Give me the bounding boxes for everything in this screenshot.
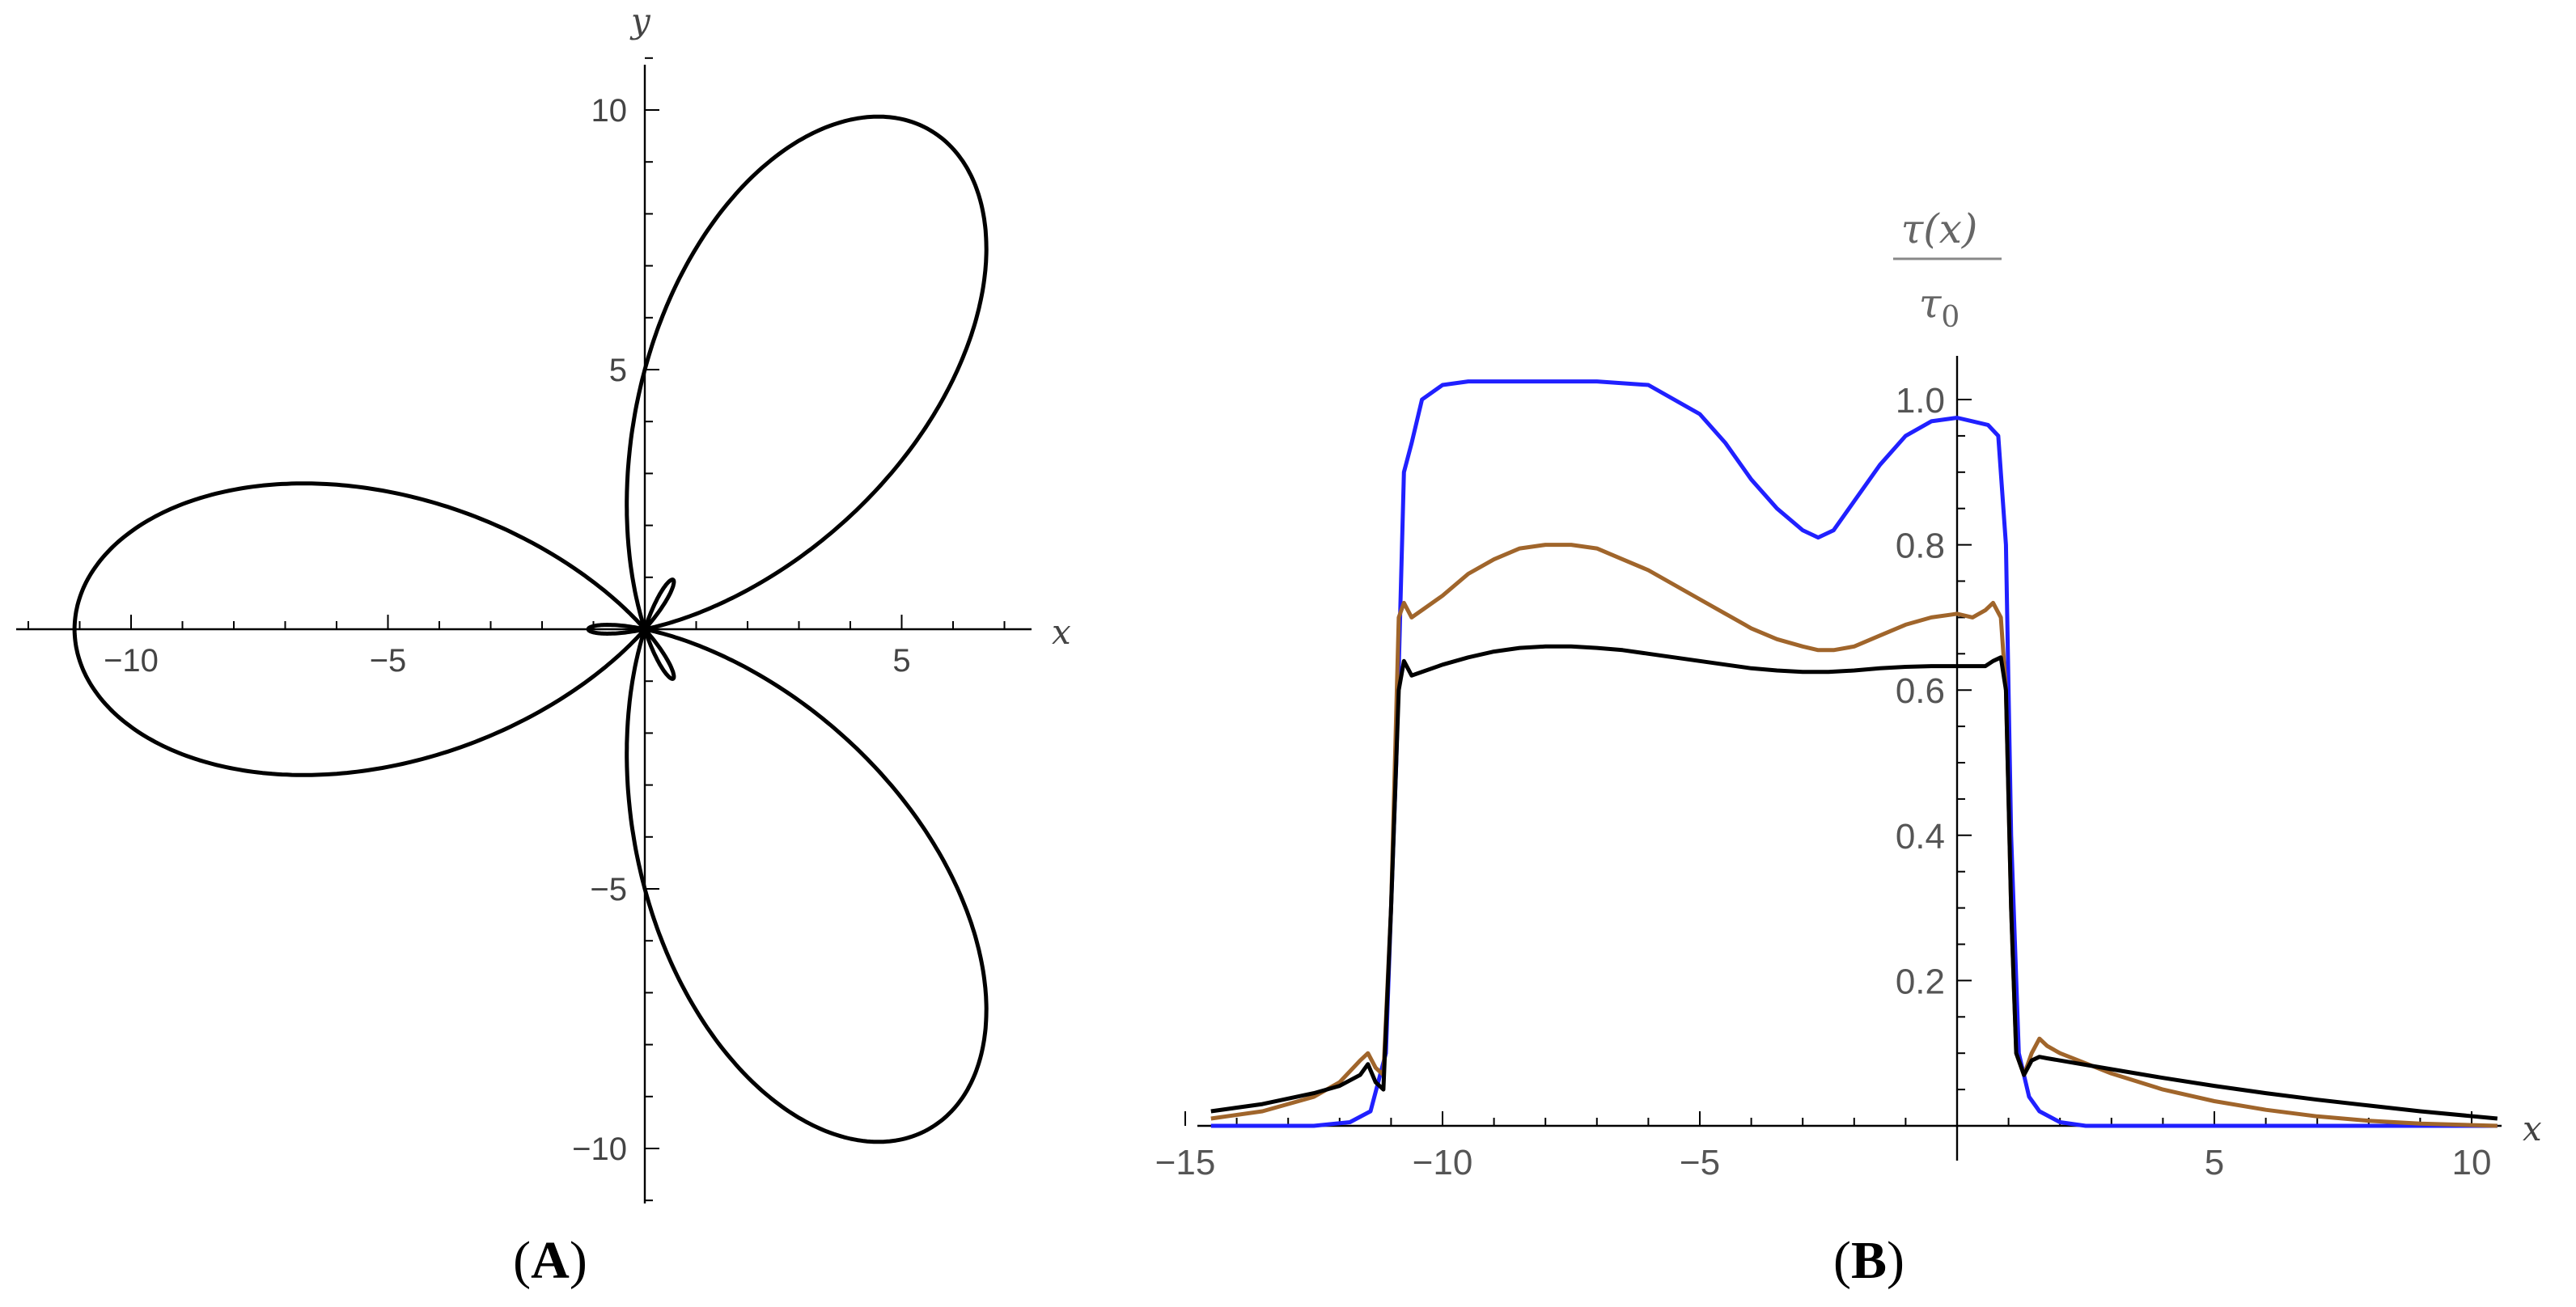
panel-b-y-tick-label: 0.8 xyxy=(1896,527,1945,566)
panel-a-x-tick-label: −10 xyxy=(104,643,159,679)
panel-b-y-tick-label: 1.0 xyxy=(1896,381,1945,421)
panel-b-y-label-tau: τ xyxy=(1919,280,1943,327)
panel-b-label: (B) xyxy=(1833,1231,1904,1290)
panel-b-y-tick-label: 0.4 xyxy=(1896,817,1945,857)
panel-b-y-tick-label: 0.2 xyxy=(1896,962,1945,1001)
panel-a-tick-labels: −10 −5 5 −10 −5 5 10 xyxy=(104,93,911,1167)
panel-a-x-axis-label: x xyxy=(1052,612,1071,652)
panel-a-label: (A) xyxy=(513,1231,587,1290)
panel-a-y-tick-label: −10 xyxy=(572,1131,627,1167)
panel-a-three-lobed-curve xyxy=(72,114,989,1144)
panel-b-y-label-numerator: τ(x) xyxy=(1901,205,1978,252)
panel-b-label-letter: B xyxy=(1851,1231,1887,1290)
panel-b-x-tick-label: 5 xyxy=(2205,1143,2224,1182)
panel-b-y-label-subscript: 0 xyxy=(1941,301,1960,334)
panel-b-x-tick-label: −10 xyxy=(1413,1143,1473,1182)
panel-a-y-tick-label: 10 xyxy=(591,93,628,129)
panel-b-label-close: ) xyxy=(1887,1231,1904,1290)
panel-b-brown-curve xyxy=(1210,543,2498,1128)
panel-b-x-tick-label: −15 xyxy=(1155,1143,1216,1182)
panel-a-label-letter: A xyxy=(531,1231,570,1290)
panel-b-label-open: ( xyxy=(1833,1231,1851,1290)
panel-a-x-tick-label: 5 xyxy=(892,643,910,679)
panel-b-blue-curve xyxy=(1210,379,2498,1128)
panel-b-tick-labels: −15 −10 −5 5 10 0.2 0.4 0.6 0.8 1.0 xyxy=(1155,381,2492,1182)
panel-a-axes: x y xyxy=(16,1,1071,1203)
panel-a-label-open: ( xyxy=(513,1231,531,1290)
panel-b-y-label-denominator: τ0 xyxy=(1919,280,1960,334)
panel-a-y-tick-label: 5 xyxy=(609,353,627,388)
panel-b-black-curve xyxy=(1210,644,2498,1121)
panel-b-ticks xyxy=(1184,399,2472,1126)
panel-a-y-axis-label: y xyxy=(629,1,651,40)
panel-b-x-axis-label: x xyxy=(2523,1109,2542,1148)
panel-a-chart: x y −10 −5 5 −10 −5 5 10 (A) xyxy=(16,1,1071,1290)
panel-a-x-tick-label: −5 xyxy=(370,643,407,679)
panel-a-y-tick-label: −5 xyxy=(590,872,627,907)
panel-a-label-close: ) xyxy=(570,1231,587,1290)
panel-b-x-tick-label: −5 xyxy=(1680,1143,1720,1182)
panel-b-chart: x τ(x) τ0 −15 −10 −5 5 10 0.2 0.4 0.6 0.… xyxy=(1155,205,2542,1290)
panel-b-y-tick-label: 0.6 xyxy=(1896,671,1945,711)
panel-b-x-tick-label: 10 xyxy=(2452,1143,2492,1182)
